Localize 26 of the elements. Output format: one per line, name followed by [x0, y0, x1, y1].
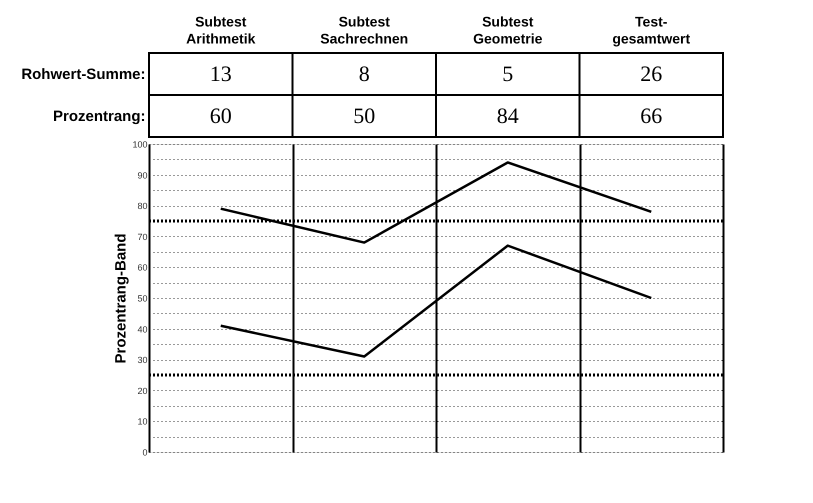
x-tick-label: Subtest Sachrechnen: [320, 14, 408, 46]
y-axis-title: Prozentrang-Band: [112, 233, 130, 364]
data-label: 84: [496, 103, 519, 128]
y-tick-label: 60: [137, 262, 148, 273]
x-tick-label: Subtest Geometrie: [473, 14, 543, 46]
y-tick-label: 70: [137, 232, 148, 242]
y-tick-label: Rohwert-Summe:: [21, 66, 146, 83]
y-tick-label: 50: [137, 294, 148, 304]
y-tick-label: 80: [137, 201, 148, 212]
data-label: 8: [358, 61, 370, 86]
y-tick-label: 0: [142, 448, 148, 458]
data-label: 66: [640, 103, 662, 128]
y-tick-label: 90: [137, 170, 148, 180]
data-label: 60: [210, 103, 232, 128]
y-tick-label: 40: [137, 324, 148, 334]
data-label: 5: [502, 61, 514, 86]
x-tick-label: Subtest Arithmetik: [186, 14, 256, 46]
y-tick-label: 20: [137, 386, 148, 396]
y-tick-label: 10: [137, 416, 148, 427]
data-label: 26: [640, 61, 662, 86]
data-label: 13: [210, 61, 232, 86]
y-tick-label: Prozentrang:: [52, 108, 146, 125]
y-tick-label: 100: [132, 140, 148, 150]
x-tick-label: Test- gesamtwert: [612, 14, 690, 46]
data-label: 50: [353, 103, 376, 128]
y-tick-label: 30: [137, 355, 148, 366]
